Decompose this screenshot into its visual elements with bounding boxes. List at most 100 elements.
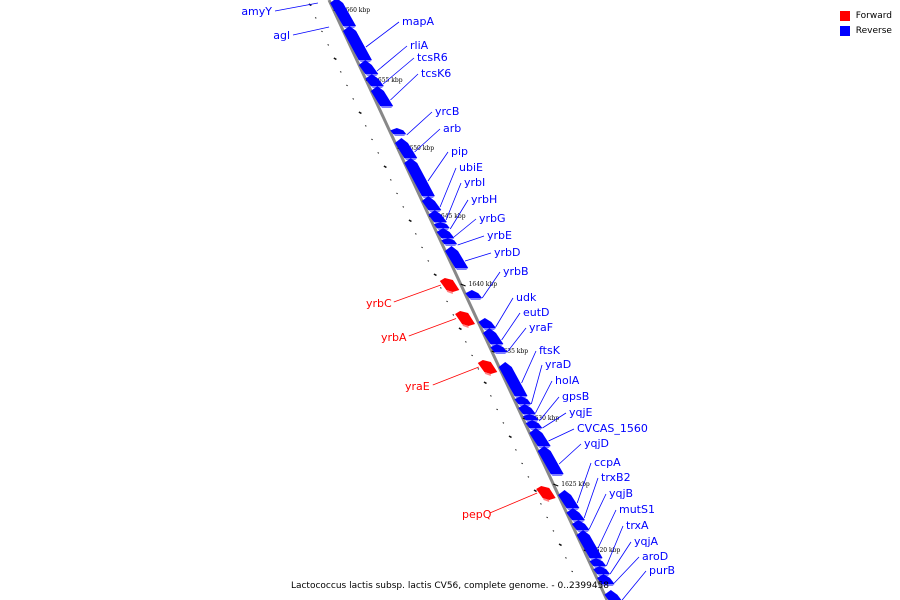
tick-dot: [558, 543, 562, 547]
gene-label-trxa[interactable]: trxA: [626, 519, 649, 532]
gene-label-pip[interactable]: pip: [451, 145, 468, 158]
gene-leader-line: [453, 218, 477, 238]
gene-label-yrad[interactable]: yraD: [545, 358, 571, 371]
gene-label-yqja[interactable]: yqjA: [634, 535, 659, 548]
gene-label-yraf[interactable]: yraF: [529, 321, 553, 334]
reverse-gene-block[interactable]: [365, 74, 384, 86]
forward-gene-block[interactable]: [455, 311, 476, 326]
reverse-gene-shadow: [550, 474, 564, 476]
gene-label-yqjd[interactable]: yqjD: [584, 437, 609, 450]
gene-leader-line: [427, 151, 449, 182]
tick-dot: [533, 489, 537, 493]
legend-label-reverse: Reverse: [855, 25, 892, 36]
tick-dot: [565, 557, 567, 559]
reverse-gene-block[interactable]: [604, 590, 623, 600]
forward-genes: yrbC yrbA yraE pepQ: [366, 278, 556, 521]
reverse-gene-block[interactable]: [394, 138, 418, 158]
gene-label-yrcb[interactable]: yrcB: [435, 105, 459, 118]
gene-label-yrbd[interactable]: yrbD: [494, 246, 521, 259]
reverse-gene-block[interactable]: [529, 428, 551, 446]
reverse-gene-block[interactable]: [343, 26, 372, 60]
gene-label-ubie[interactable]: ubiE: [459, 161, 483, 174]
tick-dot: [483, 381, 487, 385]
reverse-gene-block[interactable]: [514, 396, 532, 404]
reverse-gene-block[interactable]: [593, 566, 610, 574]
tick-dot: [352, 98, 355, 100]
reverse-gene-block[interactable]: [404, 158, 435, 196]
reverse-gene-block[interactable]: [370, 86, 394, 106]
gene-label-ccpa[interactable]: ccpA: [594, 456, 621, 469]
gene-label-mapa[interactable]: mapA: [402, 15, 434, 28]
reverse-gene-block[interactable]: [482, 328, 504, 344]
reverse-gene-block[interactable]: [576, 530, 603, 558]
gene-label-yqje[interactable]: yqjE: [569, 406, 593, 419]
gene-label-yrbg[interactable]: yrbG: [479, 212, 506, 225]
gene-label-agl[interactable]: agl: [273, 29, 290, 42]
gene-label-yqjb[interactable]: yqjB: [609, 487, 633, 500]
reverse-gene-block[interactable]: [498, 362, 528, 396]
gene-label-arb[interactable]: arb: [443, 122, 461, 135]
reverse-gene-block[interactable]: [596, 574, 615, 584]
gene-leader-line: [365, 21, 400, 48]
kbp-ticks: 1660 kbp 1655 kbp 1650 kbp 1645 kbp 1640 kbp…: [333, 7, 620, 554]
gene-label-yrbc[interactable]: yrbC: [366, 297, 392, 310]
gene-label-ftsk[interactable]: ftsK: [539, 344, 561, 357]
reverse-gene-block[interactable]: [436, 228, 455, 238]
gene-label-cvcas_1560[interactable]: CVCAS_1560: [577, 422, 648, 435]
gene-leader-line: [576, 462, 592, 504]
gene-label-amyy[interactable]: amyY: [241, 5, 272, 18]
tick-dot: [552, 530, 555, 532]
forward-gene-shadow: [462, 324, 469, 328]
legend-item-forward: Forward: [839, 8, 892, 23]
reverse-gene-block[interactable]: [421, 196, 442, 210]
gene-label-arod[interactable]: aroD: [642, 550, 668, 563]
reverse-gene-block[interactable]: [433, 222, 450, 228]
gene-label-eutd[interactable]: eutD: [523, 306, 550, 319]
gene-label-udk[interactable]: udk: [516, 291, 537, 304]
forward-gene-block[interactable]: [477, 360, 498, 374]
reverse-gene-block[interactable]: [441, 238, 458, 244]
tick-dot: [514, 449, 517, 451]
gene-label-hola[interactable]: holA: [555, 374, 580, 387]
gene-label-yrba[interactable]: yrbA: [381, 331, 407, 344]
reverse-gene-block[interactable]: [358, 60, 379, 74]
gene-label-pepq[interactable]: pepQ: [462, 508, 492, 521]
reverse-gene-block[interactable]: [390, 128, 407, 134]
gene-leader-line: [406, 111, 433, 136]
gene-leader-line: [432, 366, 479, 386]
gene-label-rlia[interactable]: rliA: [410, 39, 429, 52]
tick-dot: [339, 71, 342, 73]
gene-leader-line: [495, 297, 514, 328]
reverse-gene-block[interactable]: [522, 414, 539, 420]
gene-label-yrbe[interactable]: yrbE: [487, 229, 512, 242]
reverse-gene-block[interactable]: [558, 490, 580, 508]
gene-label-trxb2[interactable]: trxB2: [601, 471, 631, 484]
gene-label-yrbh[interactable]: yrbH: [471, 193, 497, 206]
reverse-gene-block[interactable]: [525, 420, 543, 428]
reverse-gene-block[interactable]: [589, 558, 607, 566]
gene-label-purb[interactable]: purB: [649, 564, 675, 577]
reverse-gene-block[interactable]: [428, 210, 447, 222]
reverse-gene-block[interactable]: [330, 0, 357, 26]
gene-label-yrbi[interactable]: yrbI: [464, 176, 485, 189]
gene-leader-line: [393, 284, 441, 303]
forward-gene-block[interactable]: [439, 278, 460, 292]
reverse-gene-block[interactable]: [490, 344, 508, 352]
gene-label-yrae[interactable]: yraE: [405, 380, 430, 393]
gene-label-yrbb[interactable]: yrbB: [503, 265, 529, 278]
gene-label-tcsk6[interactable]: tcsK6: [421, 67, 451, 80]
reverse-gene-block[interactable]: [444, 246, 469, 268]
reverse-gene-block[interactable]: [566, 508, 585, 520]
forward-gene-block[interactable]: [536, 486, 556, 500]
kbp-tick-label: 1640 kbp: [469, 281, 498, 288]
gene-label-muts1[interactable]: mutS1: [619, 503, 655, 516]
reverse-gene-block[interactable]: [465, 290, 483, 298]
reverse-gene-block[interactable]: [537, 446, 564, 474]
reverse-gene-block[interactable]: [571, 520, 590, 530]
gene-leader-line: [588, 493, 607, 530]
reverse-gene-block[interactable]: [518, 404, 536, 414]
gene-label-tcsr6[interactable]: tcsR6: [417, 51, 448, 64]
reverse-gene-block[interactable]: [478, 318, 496, 328]
gene-label-gpsb[interactable]: gpsB: [562, 390, 589, 403]
